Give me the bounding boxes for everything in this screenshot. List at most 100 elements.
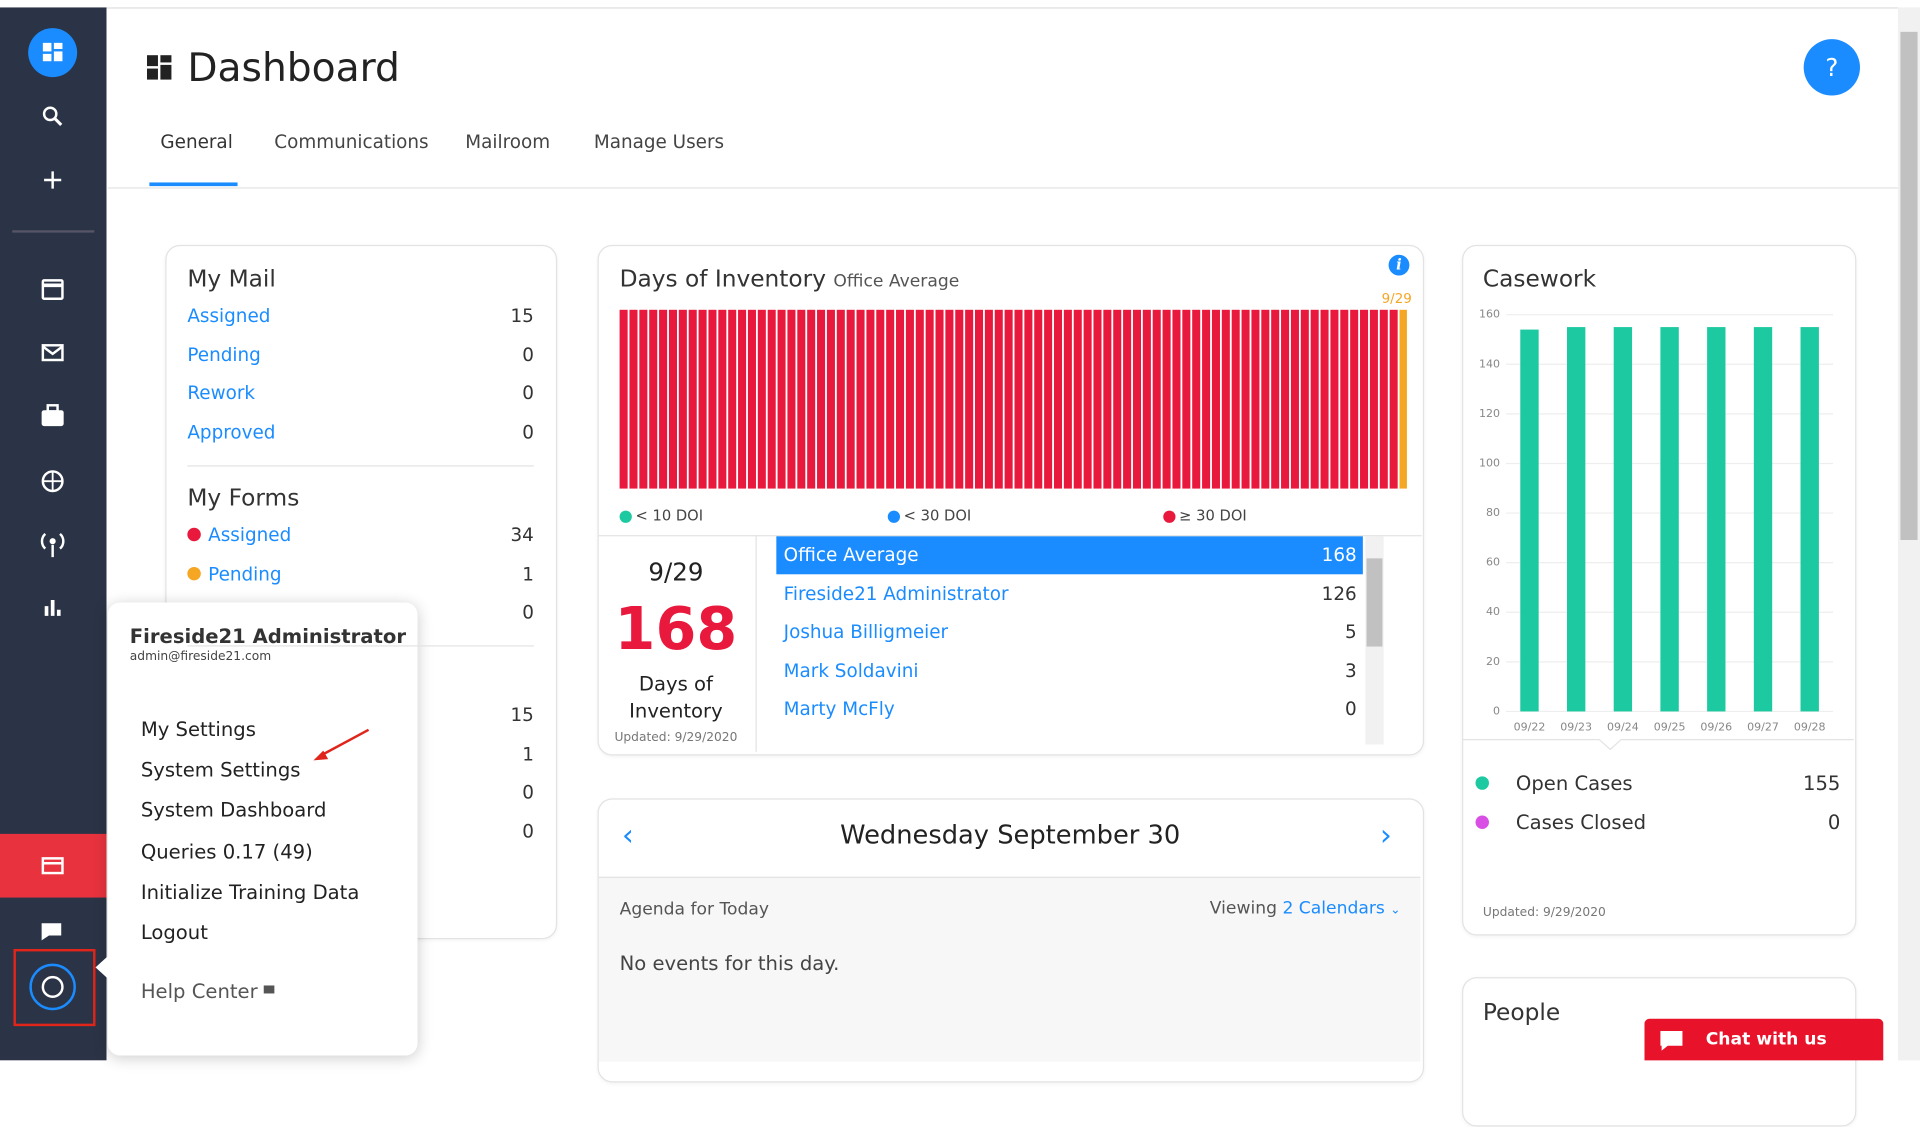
inventory-bar — [738, 309, 747, 489]
inventory-bar — [935, 309, 944, 489]
forms-dot — [187, 566, 201, 580]
inventory-bar — [1123, 309, 1132, 489]
inventory-annotation: 9/29 — [1382, 292, 1412, 307]
bar — [1613, 327, 1633, 712]
menu-item[interactable]: System Settings — [140, 758, 301, 782]
y-tick-label: 60 — [1486, 556, 1500, 569]
inventory-bar — [1231, 309, 1240, 489]
section-count: 1 — [522, 742, 534, 765]
table-name[interactable]: Fireside21 Administrator — [783, 582, 1009, 605]
screen: Dashboard ? Days of Inventory Office Ave… — [0, 7, 1920, 1127]
tab[interactable]: Manage Users — [593, 131, 725, 154]
table-name[interactable]: Joshua Billigmeier — [783, 621, 949, 644]
table-name[interactable]: Marty McFly — [783, 698, 895, 721]
table-value: 5 — [1345, 621, 1357, 644]
menu-user-email: admin@fireside21.com — [129, 650, 272, 664]
legend-dot — [619, 510, 632, 523]
inventory-bar — [886, 309, 895, 489]
inventory-bar — [668, 309, 677, 489]
inventory-bar — [678, 309, 687, 489]
inventory-bar — [1340, 309, 1349, 489]
menu-item[interactable]: Logout — [140, 920, 208, 945]
casework-count: 0 — [1827, 810, 1841, 834]
bar — [1520, 329, 1539, 712]
y-tick-label: 40 — [1486, 605, 1500, 618]
inventory-bar — [994, 309, 1003, 489]
menu-item[interactable]: Queries 0.17 (49) — [140, 839, 313, 863]
inventory-bar — [1073, 309, 1082, 489]
menu-item[interactable]: Initialize Training Data — [140, 880, 360, 904]
chat-label: Chat with us — [1705, 1029, 1827, 1050]
agenda-label: Agenda for Today — [619, 900, 770, 920]
x-tick-label: 09/25 — [1654, 720, 1686, 733]
y-tick-label: 160 — [1479, 308, 1500, 321]
x-tick-label: 09/22 — [1514, 720, 1546, 733]
section-count: 15 — [510, 704, 534, 727]
inventory-bar — [787, 309, 796, 489]
table-name[interactable]: Mark Soldavini — [783, 659, 919, 682]
casework-dot — [1475, 776, 1489, 790]
bar — [1800, 327, 1819, 712]
inventory-bar — [1132, 309, 1141, 489]
top-border — [0, 7, 1898, 9]
chart-divider — [1462, 738, 1854, 751]
inventory-bar — [905, 309, 914, 489]
x-tick-label: 09/23 — [1560, 720, 1592, 733]
forms-item[interactable]: Pending — [208, 562, 282, 585]
menu-item[interactable]: My Settings — [140, 717, 256, 741]
info-icon[interactable]: i — [1388, 254, 1410, 276]
calendars-link[interactable]: 2 Calendars — [1282, 898, 1385, 919]
inventory-bar — [975, 309, 984, 489]
inventory-subtitle: Office Average — [833, 271, 960, 292]
casework-chart: 0 20 40 60 80 100 120 140 160 09/22 09/23 09/24 09/2… — [1462, 308, 1854, 751]
casework-count: 155 — [1803, 771, 1841, 795]
inventory-bar — [639, 309, 648, 489]
inventory-bar — [1310, 309, 1319, 489]
inventory-bar — [629, 309, 638, 489]
next-day[interactable]: › — [1380, 817, 1392, 853]
menu-user-name: Fireside21 Administrator — [129, 624, 406, 648]
legend-dot — [887, 510, 901, 523]
inventory-bar — [688, 309, 697, 489]
inventory-bar — [728, 309, 737, 489]
prev-day[interactable]: ‹ — [622, 817, 634, 853]
table-name[interactable]: Office Average — [783, 543, 919, 566]
table-value: 0 — [1345, 698, 1357, 721]
inventory-bar — [1172, 309, 1181, 489]
forms-dot — [187, 527, 201, 542]
inventory-bar — [836, 309, 845, 489]
inventory-bar — [1103, 309, 1112, 489]
forms-item[interactable]: Assigned — [208, 524, 292, 547]
legend-dot — [1163, 510, 1176, 523]
x-tick-label: 09/26 — [1700, 720, 1732, 733]
inventory-bar — [1182, 309, 1191, 489]
inventory-bar — [1192, 309, 1201, 489]
inventory-bar — [1083, 309, 1092, 489]
section-count: 0 — [522, 820, 534, 843]
y-tick-label: 80 — [1486, 506, 1500, 519]
tab[interactable]: Communications — [274, 131, 429, 154]
inventory-bar — [708, 309, 717, 489]
help-center[interactable]: Help Center ▀ — [140, 979, 275, 1003]
calendar-date: Wednesday September 30 — [840, 820, 1181, 850]
tab[interactable]: General — [160, 131, 233, 154]
mail-item[interactable]: Pending — [187, 343, 261, 366]
table-scrollbar[interactable] — [1365, 536, 1384, 745]
mail-item[interactable]: Approved — [187, 420, 276, 444]
x-tick-label: 09/28 — [1794, 720, 1826, 733]
inventory-chart: 9/29 — [619, 292, 1412, 489]
menu-item[interactable]: System Dashboard — [140, 798, 327, 823]
legend-label: < 30 DOI — [903, 506, 972, 525]
casework-title: Casework — [1482, 265, 1597, 293]
forms-count: 0 — [522, 601, 534, 624]
mail-count: 0 — [522, 343, 534, 366]
scrollbar[interactable] — [1897, 7, 1920, 1061]
help-button[interactable]: ? — [1803, 39, 1861, 96]
casework-dot — [1475, 815, 1489, 829]
inventory-bar — [826, 309, 835, 489]
mail-item[interactable]: Rework — [187, 382, 256, 405]
chat-button[interactable]: Chat with us — [1644, 1018, 1884, 1061]
inventory-bar — [965, 309, 974, 489]
tab[interactable]: Mailroom — [465, 131, 551, 154]
mail-item[interactable]: Assigned — [187, 304, 271, 327]
